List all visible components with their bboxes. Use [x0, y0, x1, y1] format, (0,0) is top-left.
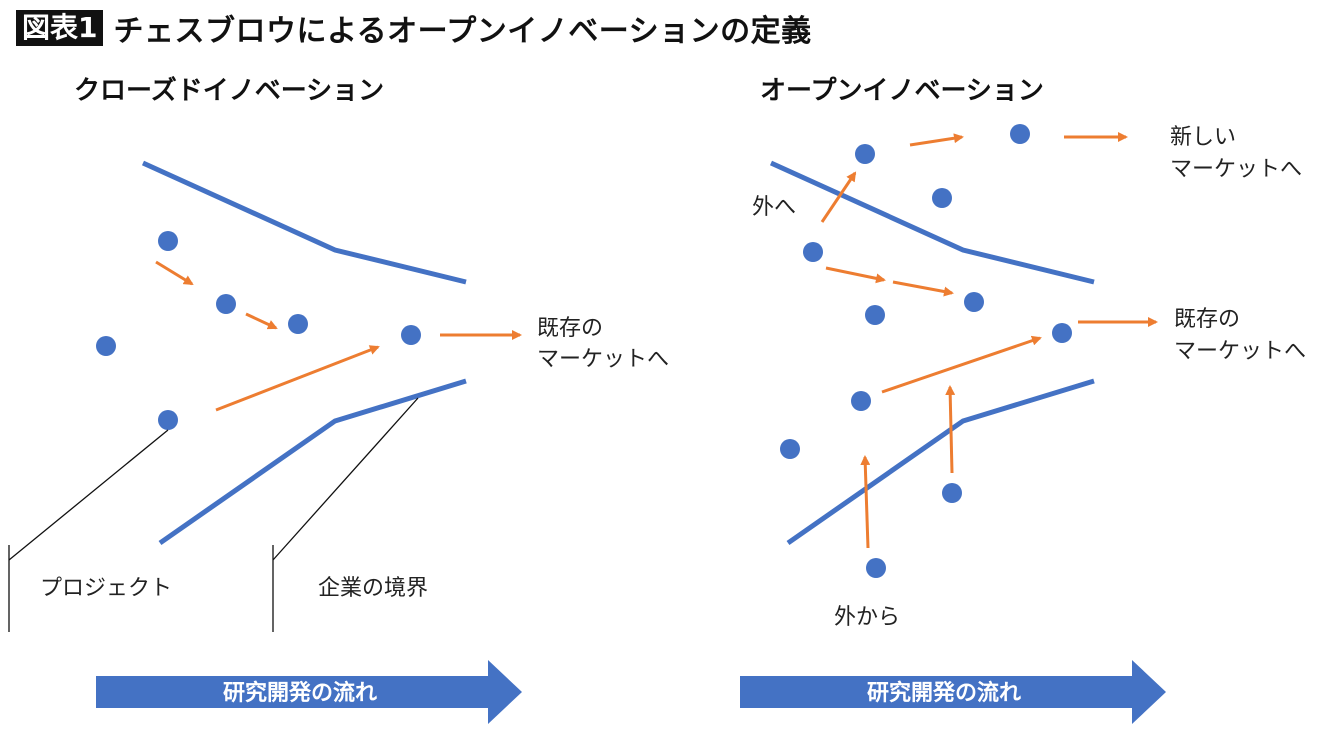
boundary-callout-line [272, 397, 419, 561]
closed-boundary-top [141, 160, 467, 285]
flow-arrow [909, 133, 964, 147]
figure-title: チェスブロウによるオープンイノベーションの定義 [113, 14, 812, 49]
existing-market-label: 既存の [537, 316, 603, 341]
project-dot [216, 294, 236, 314]
project-dot [942, 483, 962, 503]
project-dot [855, 144, 875, 164]
boundary-label: 企業の境界 [318, 576, 428, 601]
closed-innovation-title: クローズドイノベーション [74, 76, 385, 106]
outward-label: 外へ [752, 195, 796, 220]
project-dot [96, 336, 116, 356]
flow-arrow [860, 455, 871, 549]
new-market-label: マーケットへ [1170, 157, 1302, 182]
project-dot [780, 439, 800, 459]
flow-arrow [825, 266, 886, 284]
inward-label: 外から [834, 605, 900, 630]
project-dot [158, 410, 178, 430]
closed-boundary-bottom [158, 378, 467, 546]
project-dot [932, 188, 952, 208]
project-dot [1010, 124, 1030, 144]
existing-market-label: マーケットへ [1174, 339, 1306, 364]
flow-arrow [945, 385, 956, 474]
figure-badge: 図表1 [16, 10, 104, 46]
open-boundary-top [769, 160, 1095, 285]
existing-market-label: 既存の [1174, 307, 1240, 332]
project-dot [964, 292, 984, 312]
rd-flow-label: 研究開発の流れ [867, 680, 1021, 706]
closed-innovation-panel: 既存の マーケットへ プロジェクト 企業の境界 研究開発の流れ [8, 160, 669, 724]
new-market-label: 新しい [1170, 125, 1236, 150]
project-dot [803, 242, 823, 262]
project-dot [401, 325, 421, 345]
open-innovation-panel: 新しい マーケットへ 外へ 既存の マーケットへ 外から 研究開発の流れ [740, 124, 1306, 724]
project-dot [866, 558, 886, 578]
rd-flow-arrow [740, 660, 1166, 724]
project-dot [158, 231, 178, 251]
open-boundary-bottom [786, 378, 1095, 546]
project-dot [865, 305, 885, 325]
project-dot [851, 391, 871, 411]
flow-arrow [245, 312, 278, 330]
flow-arrow [215, 345, 380, 412]
rd-flow-arrow [96, 660, 522, 724]
project-dot [288, 314, 308, 334]
project-callout-line [8, 429, 169, 561]
rd-flow-label: 研究開発の流れ [223, 680, 377, 706]
flow-arrow [820, 171, 857, 223]
project-dot [1052, 323, 1072, 343]
flow-arrow [892, 280, 954, 297]
existing-market-label: マーケットへ [537, 347, 669, 372]
open-innovation-title: オープンイノベーション [760, 76, 1044, 106]
figure-header: 図表1 チェスブロウによるオープンイノベーションの定義 [16, 8, 812, 49]
flow-arrow [155, 260, 194, 286]
flow-arrow [881, 335, 1042, 394]
project-label: プロジェクト [40, 576, 172, 601]
